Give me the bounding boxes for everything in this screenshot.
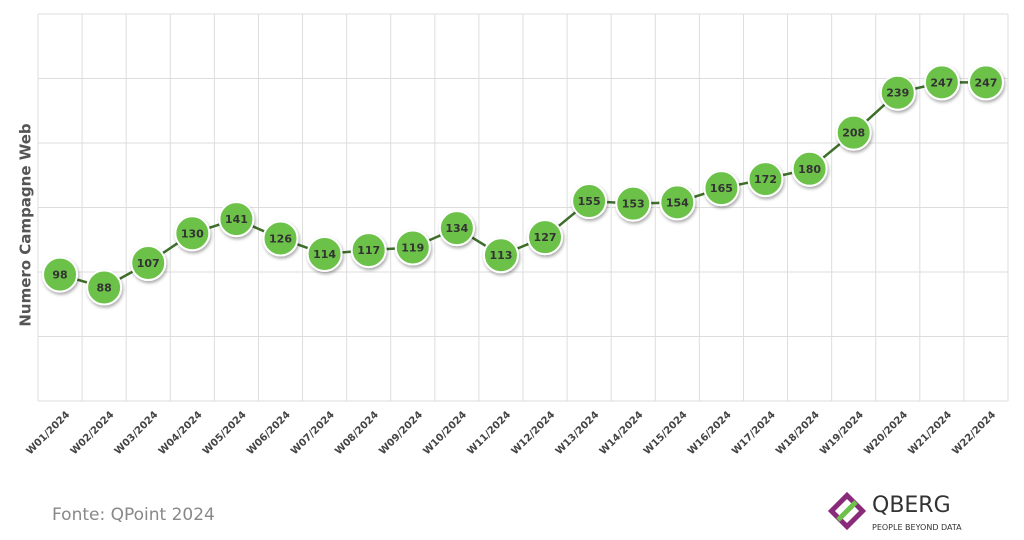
logo: QBERG PEOPLE BEYOND DATA — [827, 491, 962, 532]
point — [350, 232, 387, 269]
value-label: 117 — [357, 244, 380, 257]
point — [967, 64, 1004, 101]
value-label: 165 — [710, 182, 733, 195]
value-label: 247 — [974, 76, 997, 89]
value-label: 127 — [534, 231, 557, 244]
value-label: 130 — [181, 227, 204, 240]
point — [835, 114, 872, 151]
x-tick-label: W06/2024 — [245, 409, 293, 457]
x-tick-label: W14/2024 — [598, 409, 646, 457]
point — [86, 269, 123, 306]
x-tick-label: W01/2024 — [25, 409, 73, 457]
x-tick-label: W04/2024 — [157, 409, 205, 457]
x-tick-label: W07/2024 — [289, 409, 337, 457]
point — [615, 185, 652, 222]
value-label: 239 — [886, 87, 909, 100]
plot — [37, 13, 1009, 402]
value-label: 153 — [622, 198, 645, 211]
point — [791, 150, 828, 187]
x-tick-label: W15/2024 — [642, 409, 690, 457]
point — [218, 201, 255, 238]
point — [879, 74, 916, 111]
x-tick-label: W21/2024 — [906, 409, 954, 457]
point — [482, 237, 519, 274]
value-label: 114 — [313, 248, 336, 261]
line — [59, 81, 986, 289]
x-tick-label: W20/2024 — [862, 409, 910, 457]
point — [42, 256, 79, 293]
point — [262, 220, 299, 257]
point — [306, 235, 343, 272]
x-tick-label: W17/2024 — [730, 409, 778, 457]
value-label: 155 — [578, 195, 601, 208]
value-label: 88 — [96, 281, 111, 294]
point — [659, 184, 696, 221]
point — [703, 170, 740, 207]
value-label: 119 — [401, 241, 424, 254]
value-label: 180 — [798, 163, 821, 176]
value-label: 126 — [269, 232, 292, 245]
x-tick-label: W12/2024 — [510, 409, 558, 457]
logo-icon — [836, 500, 858, 522]
x-tick-label: W10/2024 — [421, 409, 469, 457]
y-axis-label: Numero Campagne Web — [17, 123, 35, 327]
value-label: 113 — [489, 249, 512, 262]
x-tick-label: W22/2024 — [951, 409, 999, 457]
point — [394, 229, 431, 266]
value-label: 208 — [842, 127, 865, 140]
point — [571, 183, 608, 220]
value-label: 141 — [225, 213, 248, 226]
x-tick-label: W18/2024 — [774, 409, 822, 457]
value-label: 107 — [137, 257, 160, 270]
x-tick-label: W09/2024 — [377, 409, 425, 457]
x-tick-label: W03/2024 — [113, 409, 161, 457]
point — [438, 210, 475, 247]
point — [527, 219, 564, 256]
logo-name: QBERG — [872, 493, 951, 518]
value-label: 134 — [445, 222, 468, 235]
source: Fonte: QPoint 2024 — [52, 505, 215, 525]
value-label: 98 — [52, 269, 67, 282]
logo-tagline: PEOPLE BEYOND DATA — [872, 523, 962, 532]
x-tick-label: W19/2024 — [818, 409, 866, 457]
x-tick-label: W02/2024 — [69, 409, 117, 457]
point — [174, 215, 211, 252]
value-label: 154 — [666, 196, 689, 209]
x-tick-label: W05/2024 — [201, 409, 249, 457]
point — [130, 244, 167, 281]
x-tick-label: W13/2024 — [554, 409, 602, 457]
point — [747, 161, 784, 198]
value-label: 172 — [754, 173, 777, 186]
x-tick-label: W16/2024 — [686, 409, 734, 457]
point — [923, 64, 960, 101]
x-tick-label: W11/2024 — [466, 409, 514, 457]
x-tick-label: W08/2024 — [333, 409, 381, 457]
value-label: 247 — [930, 76, 953, 89]
